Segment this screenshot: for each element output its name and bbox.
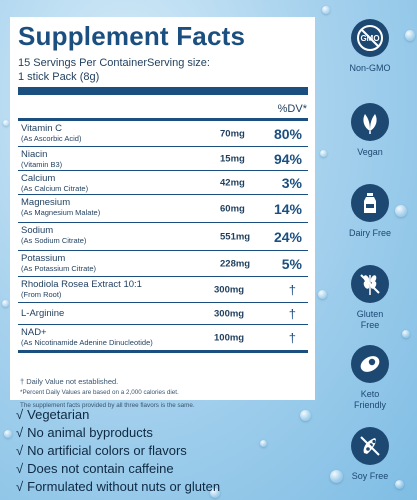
soy-free-icon: [351, 427, 389, 465]
nutrient-amount: 300mg: [214, 308, 245, 319]
nutrient-amount: 15mg: [220, 153, 245, 164]
gmo-glyph: GMO: [360, 34, 379, 43]
table-row: L-Arginine 300mg †: [18, 303, 308, 325]
serving-line-2: 1 stick Pack (8g): [18, 71, 100, 83]
check-icon: √: [16, 443, 24, 458]
nutrient-name: Magnesium: [21, 197, 71, 208]
check-icon: √: [16, 461, 24, 476]
gluten-free-icon: [351, 265, 389, 303]
badge-label: Non-GMO: [349, 63, 391, 73]
nutrient-dv: †: [288, 306, 296, 321]
nutrient-dv: 80%: [273, 125, 302, 142]
table-row: Calcium (As Calcium Citrate) 42mg 3%: [18, 171, 308, 195]
nutrient-source: (From Root): [21, 290, 62, 299]
nutrient-amount: 228mg: [220, 258, 251, 269]
nutrient-source: (As Ascorbic Acid): [21, 134, 82, 143]
nutrient-source: (As Calcium Citrate): [21, 184, 89, 193]
badge-label: Vegan: [357, 147, 383, 157]
nutrient-amount: 551mg: [220, 231, 251, 242]
nutrient-dv: 24%: [273, 228, 302, 245]
badge-non-gmo: GMO Non-GMO: [331, 19, 409, 74]
nutrient-dv: 3%: [281, 174, 302, 191]
table-row: Sodium (As Sodium Citrate) 551mg 24%: [18, 223, 308, 251]
badge-keto-friendly: Keto Friendly: [331, 345, 409, 411]
badge-label: Gluten Free: [356, 309, 384, 330]
list-item: √ Does not contain caffeine: [16, 460, 316, 478]
badge-label: Keto Friendly: [353, 389, 386, 410]
nutrient-name: Rhodiola Rosea Extract 10:1: [21, 279, 142, 290]
nutrient-amount: 70mg: [220, 128, 245, 139]
list-item: √ No animal byproducts: [16, 424, 316, 442]
facts-rows: Vitamin C (As Ascorbic Acid) 70mg 80% Ni…: [18, 121, 308, 353]
serving-info: 15 Servings Per ContainerServing size: 1…: [18, 56, 303, 84]
nutrient-name: Potassium: [21, 253, 66, 264]
nutrient-source: (As Nicotinamide Adenine Dinucleotide): [21, 338, 153, 347]
table-row: Potassium (As Potassium Citrate) 228mg 5…: [18, 251, 308, 277]
table-row: Magnesium (As Magnesium Malate) 60mg 14%: [18, 195, 308, 223]
nutrient-name: L-Arginine: [21, 308, 65, 319]
nutrient-dv: 14%: [273, 200, 302, 217]
nutrient-dv: 5%: [281, 255, 302, 272]
badge-gluten-free: Gluten Free: [331, 265, 409, 331]
nutrient-source: (As Magnesium Malate): [21, 208, 101, 217]
dairy-free-icon: [351, 184, 389, 222]
table-row: NAD+ (As Nicotinamide Adenine Dinucleoti…: [18, 325, 308, 353]
nutrient-source: (As Potassium Citrate): [21, 264, 97, 273]
nutrient-name: Sodium: [21, 225, 54, 236]
nutrient-source: (Vitamin B3): [21, 160, 63, 169]
nutrient-dv: †: [288, 330, 296, 345]
footnote-dagger: † Daily Value not established.: [20, 377, 119, 386]
nutrient-source: (As Sodium Citrate): [21, 236, 87, 245]
footnote-daily-values: *Percent Daily Values are based on a 2,0…: [20, 389, 179, 396]
nutrient-amount: 100mg: [214, 332, 245, 343]
badge-label: Soy Free: [351, 471, 389, 481]
supplement-facts-panel: Supplement Facts 15 Servings Per Contain…: [10, 17, 315, 409]
nutrient-amount: 42mg: [220, 177, 245, 188]
badge-vegan: Vegan: [331, 103, 409, 158]
nutrient-amount: 60mg: [220, 203, 245, 214]
list-item: √ No artificial colors or flavors: [16, 442, 316, 460]
nutrient-dv: 94%: [273, 150, 302, 167]
badge-soy-free: Soy Free: [331, 427, 409, 482]
dv-header: %DV*: [277, 103, 307, 115]
serving-line-1: 15 Servings Per ContainerServing size:: [18, 57, 210, 69]
nutrient-dv: †: [288, 282, 296, 297]
list-item: √ Formulated without nuts or gluten: [16, 478, 316, 496]
claim-text: No animal byproducts: [27, 425, 153, 440]
nutrient-name: Calcium: [21, 173, 56, 184]
table-row: Rhodiola Rosea Extract 10:1 (From Root) …: [18, 277, 308, 303]
facts-title: Supplement Facts: [18, 21, 246, 51]
nutrient-amount: 300mg: [214, 284, 245, 295]
claim-text: Vegetarian: [27, 407, 90, 422]
no-gmo-icon: GMO: [351, 19, 389, 57]
claim-text: Does not contain caffeine: [27, 461, 174, 476]
claims-list: √ Vegetarian √ No animal byproducts √ No ar…: [16, 406, 316, 496]
divider-thin: [18, 118, 308, 121]
divider-thick: [18, 87, 308, 95]
footnote-flavors: The supplement facts provided by all thr…: [20, 402, 195, 409]
nutrient-name: Vitamin C: [21, 123, 63, 134]
badge-label: Dairy Free: [348, 228, 391, 238]
nutrient-name: Niacin: [21, 149, 48, 160]
keto-friendly-icon: [351, 345, 389, 383]
table-row: Vitamin C (As Ascorbic Acid) 70mg 80%: [18, 121, 308, 147]
check-icon: √: [16, 407, 24, 422]
check-icon: √: [16, 479, 24, 494]
check-icon: √: [16, 425, 24, 440]
table-row: Niacin (Vitamin B3) 15mg 94%: [18, 147, 308, 171]
list-item: √ Vegetarian: [16, 406, 316, 424]
vegan-leaf-icon: [351, 103, 389, 141]
claim-text: Formulated without nuts or gluten: [27, 479, 221, 494]
badge-dairy-free: Dairy Free: [331, 184, 409, 239]
claim-text: No artificial colors or flavors: [27, 443, 187, 458]
nutrient-name: NAD+: [21, 327, 47, 338]
